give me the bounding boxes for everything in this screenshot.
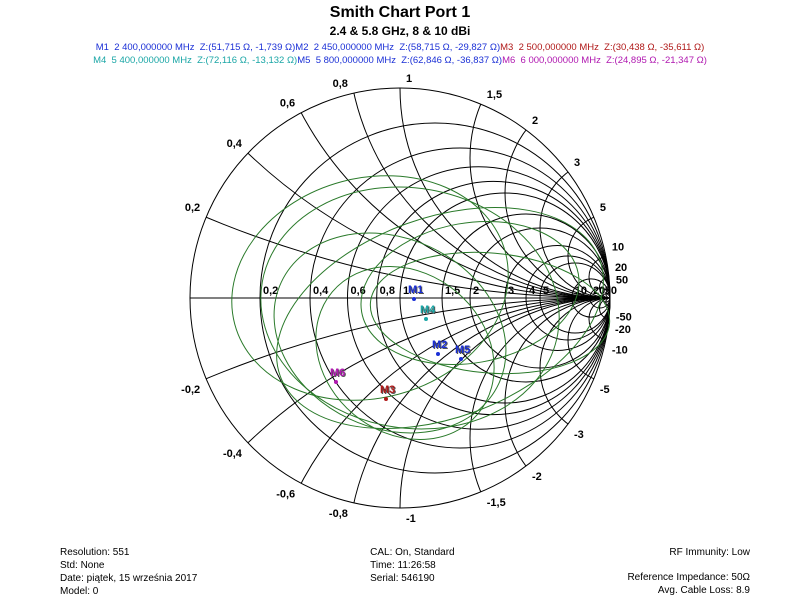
svg-text:M3: M3 bbox=[380, 384, 395, 396]
footer-cal: CAL: On, Standard bbox=[370, 546, 455, 559]
svg-text:M6: M6 bbox=[330, 367, 345, 379]
svg-text:M5: M5 bbox=[455, 344, 470, 356]
svg-text:5: 5 bbox=[600, 202, 606, 214]
svg-text:M4: M4 bbox=[420, 304, 436, 316]
svg-text:0,6: 0,6 bbox=[280, 97, 295, 109]
svg-text:2: 2 bbox=[473, 285, 479, 297]
footer-info: Resolution: 551 Std: None Date: piątek, … bbox=[60, 546, 750, 598]
footer-time: Time: 11:26:58 bbox=[370, 559, 455, 572]
svg-text:-0,2: -0,2 bbox=[181, 383, 200, 395]
svg-text:-10: -10 bbox=[612, 344, 628, 356]
svg-text:0,4: 0,4 bbox=[227, 138, 243, 150]
svg-text:0,2: 0,2 bbox=[185, 202, 200, 214]
footer-center: CAL: On, Standard Time: 11:26:58 Serial:… bbox=[370, 546, 455, 598]
svg-text:20: 20 bbox=[615, 262, 627, 274]
footer-left: Resolution: 551 Std: None Date: piątek, … bbox=[60, 546, 197, 598]
svg-text:3: 3 bbox=[574, 157, 580, 169]
svg-text:0,8: 0,8 bbox=[333, 78, 348, 90]
footer-serial: Serial: 546190 bbox=[370, 572, 455, 585]
footer-loss: Avg. Cable Loss: 8.9 bbox=[627, 584, 750, 597]
svg-text:50: 50 bbox=[616, 274, 628, 286]
svg-text:-0,8: -0,8 bbox=[329, 508, 348, 520]
svg-text:0,8: 0,8 bbox=[380, 285, 395, 297]
footer-resolution: Resolution: 551 bbox=[60, 546, 197, 559]
smith-chart: 0,20,40,60,811,523451020500,2-0,20,4-0,4… bbox=[0, 68, 800, 528]
svg-text:-2: -2 bbox=[532, 471, 542, 483]
footer-right: RF Immunity: Low Reference Impedance: 50… bbox=[627, 546, 750, 598]
markers-legend: M1 2 400,000000 MHz Z:(51,715 Ω, -1,739 … bbox=[0, 42, 800, 68]
svg-text:-0,6: -0,6 bbox=[276, 488, 295, 500]
svg-text:0,4: 0,4 bbox=[313, 285, 329, 297]
footer-std: Std: None bbox=[60, 559, 197, 572]
svg-text:3: 3 bbox=[508, 285, 514, 297]
svg-text:-1,5: -1,5 bbox=[487, 496, 506, 508]
footer-date: Date: piątek, 15 września 2017 bbox=[60, 572, 197, 585]
svg-text:-1: -1 bbox=[406, 513, 416, 525]
svg-text:M1: M1 bbox=[408, 284, 423, 296]
svg-text:0,6: 0,6 bbox=[351, 285, 366, 297]
chart-subtitle: 2.4 & 5.8 GHz, 8 & 10 dBi bbox=[0, 24, 800, 38]
svg-text:-50: -50 bbox=[616, 311, 632, 323]
svg-text:2: 2 bbox=[532, 115, 538, 127]
footer-rf: RF Immunity: Low bbox=[627, 546, 750, 559]
svg-text:M2: M2 bbox=[432, 339, 447, 351]
footer-ref: Reference Impedance: 50Ω bbox=[627, 571, 750, 584]
footer-model: Model: 0 bbox=[60, 585, 197, 598]
svg-text:0,2: 0,2 bbox=[263, 285, 278, 297]
svg-text:1,5: 1,5 bbox=[487, 89, 502, 101]
svg-text:1: 1 bbox=[406, 73, 412, 85]
svg-text:-3: -3 bbox=[574, 429, 584, 441]
svg-text:-0,4: -0,4 bbox=[223, 447, 243, 459]
svg-text:10: 10 bbox=[612, 241, 624, 253]
svg-text:-5: -5 bbox=[600, 383, 610, 395]
chart-title: Smith Chart Port 1 bbox=[0, 4, 800, 22]
svg-text:-20: -20 bbox=[615, 324, 631, 336]
